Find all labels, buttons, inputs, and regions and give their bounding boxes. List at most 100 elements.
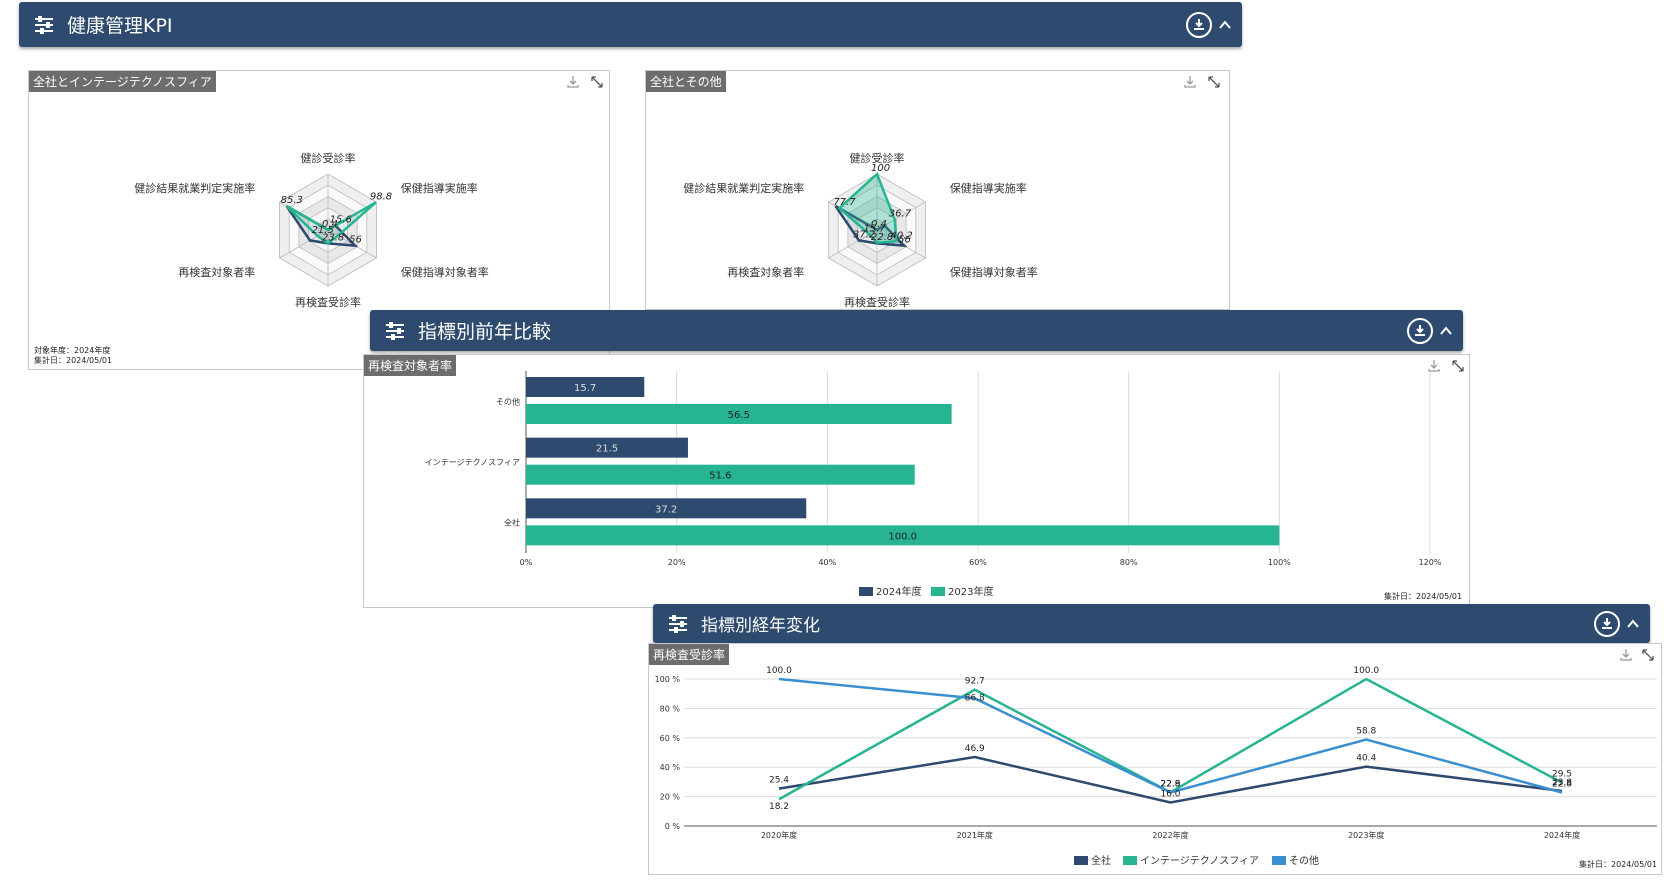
- radar-data-label: 0.4: [871, 219, 887, 230]
- line-data-label: 22.9: [1160, 779, 1180, 789]
- radar-data-label: 36.7: [889, 209, 912, 220]
- radar-data-label: 77.7: [833, 197, 856, 208]
- radar-axis-label: 再検査受診率: [295, 295, 361, 309]
- radar2-series-1: [837, 171, 898, 245]
- download-icon[interactable]: [566, 75, 580, 89]
- line-legend-swatch: [1074, 856, 1088, 865]
- trend-title: 指標別経年変化: [701, 616, 820, 636]
- kpi-header: 健康管理KPI: [19, 2, 1242, 47]
- radar-axis-label: 再検査対象者率: [178, 265, 255, 279]
- sliders-icon[interactable]: [384, 320, 406, 342]
- kpi-title: 健康管理KPI: [67, 15, 173, 37]
- radar-data-label: 98.8: [370, 191, 392, 202]
- radar-axis-label: 保健指導実施率: [950, 181, 1027, 195]
- radar-axis-label: 保健指導実施率: [401, 181, 478, 195]
- yoy-header: 指標別前年比較: [370, 310, 1463, 351]
- bar-0-2: [526, 498, 807, 519]
- line-data-label: 40.4: [1356, 754, 1376, 764]
- line-data-label: 23.8: [1552, 778, 1572, 788]
- line-data-label: 58.8: [1356, 727, 1376, 737]
- line-x-tick-label: 2021年度: [957, 830, 993, 840]
- line-series-0: [778, 755, 1563, 804]
- radar-axis-label: 保健指導対象者率: [950, 265, 1038, 279]
- bar-1-0: [526, 404, 952, 424]
- bar-1-2: [526, 525, 1280, 546]
- expand-icon[interactable]: [1641, 648, 1655, 662]
- radar-data-label: 40.2: [890, 230, 912, 241]
- line-legend-swatch: [1272, 856, 1286, 865]
- line-legend-label: インテージテクノスフィア: [1140, 855, 1259, 867]
- radar1-series-1: [285, 201, 377, 245]
- sliders-icon[interactable]: [667, 613, 689, 635]
- line-legend-label: 全社: [1091, 854, 1111, 867]
- sliders-icon[interactable]: [33, 14, 55, 36]
- line-panel: 再検査受診率 0 % 20 % 40 % 60 % 80 % 100 % 2020年度 202…: [648, 643, 1662, 875]
- line-legend-swatch: [1123, 856, 1137, 865]
- bar-0-0: [526, 377, 645, 397]
- line-data-label: 22.8: [1160, 779, 1180, 789]
- line-data-label: 46.9: [965, 744, 985, 754]
- download-icon[interactable]: [1183, 75, 1197, 89]
- radar-data-label: 15.7: [863, 223, 886, 234]
- line-y-tick-label: 80 %: [660, 704, 681, 713]
- bar-value-label: 21.5: [596, 444, 618, 455]
- radar-data-label: 37.2: [853, 229, 875, 240]
- bar-title: 再検査対象者率: [364, 355, 457, 376]
- yoy-title: 指標別前年比較: [418, 321, 552, 343]
- bar-value-label: 51.6: [709, 471, 731, 482]
- bar-panel: 再検査対象者率 0% 20% 40% 60% 80% 100% 120% その他 15.7 56.…: [363, 354, 1470, 608]
- expand-icon[interactable]: [590, 75, 604, 89]
- radar-axis-label: 健診受診率: [850, 151, 905, 165]
- bar-x-tick-label: 120%: [1419, 558, 1442, 567]
- radar-axis-line: [279, 229, 329, 259]
- line-y-tick-label: 20 %: [660, 793, 681, 802]
- bar-x-tick-label: 0%: [520, 558, 533, 567]
- bar-value-label: 56.5: [728, 410, 750, 421]
- download-icon[interactable]: [1619, 648, 1633, 662]
- line-y-tick-label: 40 %: [660, 763, 681, 772]
- line-data-label: 25.4: [769, 776, 789, 786]
- download-icon[interactable]: [1427, 359, 1441, 373]
- line-x-tick-label: 2022年度: [1152, 830, 1188, 840]
- bar-category-label: 全社: [504, 518, 520, 528]
- bar-x-tick-label: 40%: [818, 558, 836, 567]
- download-circle-icon[interactable]: [1594, 610, 1620, 637]
- radar-axis-label: 健診受診率: [301, 151, 356, 165]
- radar-1-title: 全社とインテージテクノスフィア: [29, 71, 216, 92]
- radar-2-title: 全社とその他: [646, 71, 726, 92]
- expand-icon[interactable]: [1207, 75, 1221, 89]
- bar-1-1: [526, 464, 915, 485]
- bar-value-label: 15.7: [574, 383, 596, 394]
- chevron-up-icon[interactable]: [1218, 18, 1232, 32]
- radar-axis-label: 再検査対象者率: [727, 265, 804, 279]
- radar-data-label: 85.3: [281, 195, 303, 206]
- line-data-label: 18.2: [769, 802, 789, 812]
- bar-x-tick-label: 20%: [668, 558, 686, 567]
- radar-data-label: 15.6: [330, 215, 352, 226]
- line-x-tick-label: 2024年度: [1544, 830, 1580, 840]
- line-chart: 0 % 20 % 40 % 60 % 80 % 100 % 2020年度 2021年度 2022…: [655, 666, 1657, 867]
- bar-0-1: [526, 437, 688, 458]
- chevron-up-icon[interactable]: [1439, 324, 1453, 338]
- bar-aggregate-date: 集計日：2024/05/01: [1384, 592, 1463, 601]
- line-aggregate-date: 集計日：2024/05/01: [1579, 860, 1658, 869]
- bar-legend-swatch: [931, 587, 945, 596]
- target-year-text: 対象年度：2024年度: [34, 346, 111, 355]
- line-data-label: 92.7: [965, 677, 985, 687]
- trend-header: 指標別経年変化: [653, 604, 1650, 643]
- radar-axis-label: 健診結果就業判定実施率: [683, 181, 804, 195]
- chevron-up-icon[interactable]: [1626, 617, 1640, 631]
- line-data-label: 100.0: [766, 666, 792, 676]
- line-data-label: 29.5: [1552, 770, 1572, 780]
- line-legend-label: その他: [1289, 854, 1319, 867]
- download-circle-icon[interactable]: [1186, 11, 1212, 38]
- radar-panel-2: 全社とその他 健診受診率 保健指導実施率 保健指導対象者率 再検査受診率 再検査対象者率…: [645, 70, 1230, 310]
- line-y-tick-label: 0 %: [665, 822, 681, 831]
- radar-data-label: 0.4: [322, 219, 338, 230]
- download-circle-icon[interactable]: [1407, 317, 1433, 344]
- expand-icon[interactable]: [1451, 359, 1465, 373]
- line-data-label: 22.8: [1552, 779, 1572, 789]
- radar-axis-label: 健診結果就業判定実施率: [134, 181, 255, 195]
